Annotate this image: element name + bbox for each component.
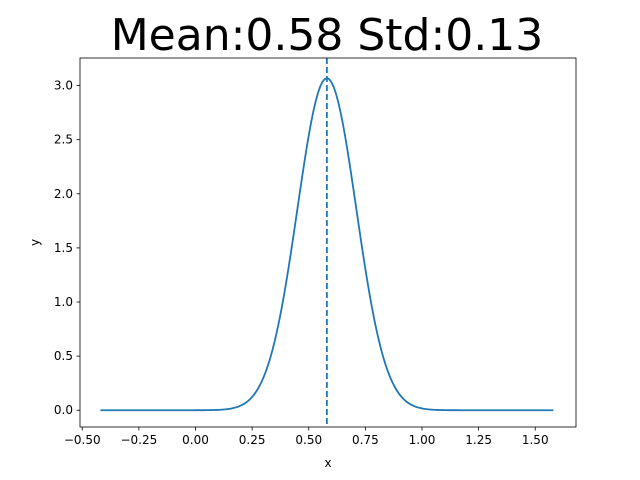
- y-tick-label: 0.0: [54, 403, 73, 417]
- x-tick-label: 1.25: [465, 433, 492, 447]
- x-tick-label: 0.75: [352, 433, 379, 447]
- y-tick-label: 1.5: [54, 241, 73, 255]
- x-axis-label: x: [324, 456, 331, 470]
- y-tick-label: 0.5: [54, 349, 73, 363]
- y-axis: 0.0 0.5 1.0 1.5 2.0 2.5 3.0: [54, 79, 80, 417]
- x-tick-label: −0.50: [64, 433, 101, 447]
- x-tick-label: 1.50: [522, 433, 549, 447]
- plot-area: [80, 58, 576, 427]
- y-tick-label: 2.5: [54, 133, 73, 147]
- series-layer: [100, 58, 554, 427]
- y-tick-label: 2.0: [54, 187, 73, 201]
- x-tick-label: −0.25: [120, 433, 157, 447]
- x-axis: −0.50 −0.25 0.00 0.25 0.50 0.75 1.00 1.25 1.50: [64, 427, 549, 447]
- x-tick-label: 0.25: [239, 433, 266, 447]
- y-tick-label: 1.0: [54, 295, 73, 309]
- x-tick-label: 0.50: [295, 433, 322, 447]
- chart-title: Mean:0.58 Std:0.13: [111, 10, 544, 61]
- plot-frame: [79, 57, 577, 428]
- y-tick-label: 3.0: [54, 79, 73, 93]
- x-tick-label: 0.00: [182, 433, 209, 447]
- x-tick-label: 1.00: [409, 433, 436, 447]
- y-axis-label: y: [28, 239, 42, 246]
